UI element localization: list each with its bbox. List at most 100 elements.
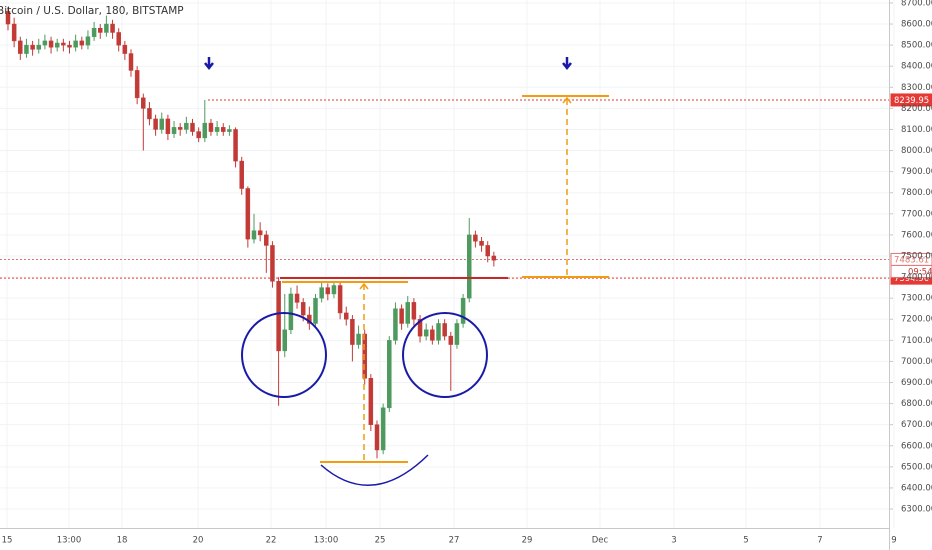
drawings xyxy=(204,57,609,486)
y-tick-label: 7700.00 xyxy=(901,209,932,219)
candle-body xyxy=(423,329,429,337)
candle-body xyxy=(245,188,251,240)
y-tick-label: 6500.00 xyxy=(901,462,932,472)
candle-body xyxy=(387,340,392,409)
x-tick-label: 3 xyxy=(671,536,676,546)
x-tick-label: 29 xyxy=(522,536,533,546)
price-tag-label: 7394.96 xyxy=(894,274,929,284)
candle-body xyxy=(288,293,294,331)
candle-body xyxy=(485,245,490,257)
candle-body xyxy=(98,28,103,33)
y-tick-label: 8400.00 xyxy=(901,62,932,72)
candle-body xyxy=(337,285,343,314)
x-tick-label: 5 xyxy=(743,536,748,546)
chart-title: Bitcoin / U.S. Dollar, 180, BITSTAMP xyxy=(0,5,184,17)
candle-body xyxy=(128,53,134,71)
y-tick-label: 7000.00 xyxy=(901,357,932,367)
candle-body xyxy=(61,42,66,46)
candle-body xyxy=(134,70,140,99)
y-tick-label: 7600.00 xyxy=(901,230,932,240)
candle-body xyxy=(177,127,183,130)
candle-body xyxy=(91,28,97,37)
candle-body xyxy=(159,118,164,130)
candle-body xyxy=(331,285,337,295)
candle-body xyxy=(73,40,78,48)
candle-body xyxy=(313,297,318,324)
candle-body xyxy=(184,122,189,130)
candle-body xyxy=(436,323,441,341)
candle-body xyxy=(399,308,404,324)
y-tick-label: 6400.00 xyxy=(901,483,932,493)
candle-body xyxy=(491,255,497,261)
candle-body xyxy=(30,44,35,50)
candle-body xyxy=(442,323,447,337)
candle-body xyxy=(196,131,201,139)
x-tick-label: 9 xyxy=(891,536,896,546)
candle-body xyxy=(460,297,466,324)
candle-body xyxy=(190,122,195,132)
x-tick-label: 7 xyxy=(817,536,822,546)
y-tick-label: 7400.00 xyxy=(901,273,932,283)
candle-body xyxy=(430,329,435,341)
candle-body xyxy=(42,40,48,46)
candle-body xyxy=(454,323,460,345)
candle-body xyxy=(18,40,23,54)
candle-body xyxy=(104,23,109,33)
y-tick-label: 8100.00 xyxy=(901,125,932,135)
price-tag-label: 8239.95 xyxy=(894,96,929,106)
candle-body xyxy=(473,234,478,242)
shoulder-circle xyxy=(241,312,327,398)
candle-body xyxy=(257,230,263,236)
candle-body xyxy=(350,318,355,345)
candle-body xyxy=(116,32,121,46)
candle-body xyxy=(417,318,423,337)
candle-body xyxy=(300,302,306,316)
candle-body xyxy=(270,245,275,282)
candle-body xyxy=(79,40,85,46)
x-tick-label: 13:00 xyxy=(314,536,339,546)
x-tick-label: 27 xyxy=(449,536,460,546)
measure-arrow xyxy=(562,96,572,104)
x-tick-label: 13:00 xyxy=(57,536,82,546)
candle-body xyxy=(24,44,29,54)
candle-body xyxy=(479,240,484,246)
candle-body xyxy=(239,160,244,189)
y-tick-label: 7800.00 xyxy=(901,188,932,198)
y-tick-label: 6900.00 xyxy=(901,378,932,388)
candle-body xyxy=(208,122,214,132)
x-tick-label: 22 xyxy=(266,536,277,546)
head-arc xyxy=(320,454,429,486)
candle-body xyxy=(448,335,454,345)
candle-body xyxy=(325,287,331,295)
y-tick-label: 7500.00 xyxy=(901,251,932,261)
candle-body xyxy=(141,97,146,109)
candle-body xyxy=(282,329,287,352)
candle-body xyxy=(153,118,158,130)
y-tick-label: 8000.00 xyxy=(901,146,932,156)
x-tick-label: 18 xyxy=(117,536,128,546)
y-tick-label: 7900.00 xyxy=(901,167,932,177)
candle-body xyxy=(11,23,17,42)
candle-body xyxy=(294,293,300,303)
y-tick-label: 6800.00 xyxy=(901,399,932,409)
candle-body xyxy=(214,127,220,132)
y-tick-label: 8300.00 xyxy=(901,83,932,93)
countdown-tag xyxy=(890,264,932,278)
candle-body xyxy=(221,127,226,132)
candle-body xyxy=(48,40,54,48)
candle-body xyxy=(122,44,128,54)
candle-body xyxy=(276,281,281,352)
candle-body xyxy=(54,42,60,48)
candle-body xyxy=(67,44,72,48)
y-tick-label: 6700.00 xyxy=(901,420,932,430)
candle-body xyxy=(147,108,152,120)
arrow-down xyxy=(204,57,214,71)
x-tick-label: 15 xyxy=(2,536,13,546)
y-tick-label: 6600.00 xyxy=(901,441,932,451)
candle-body xyxy=(411,302,417,320)
y-tick-label: 6300.00 xyxy=(901,505,932,515)
y-tick-label: 8700.00 xyxy=(901,0,932,8)
shoulder-circle xyxy=(402,312,488,398)
